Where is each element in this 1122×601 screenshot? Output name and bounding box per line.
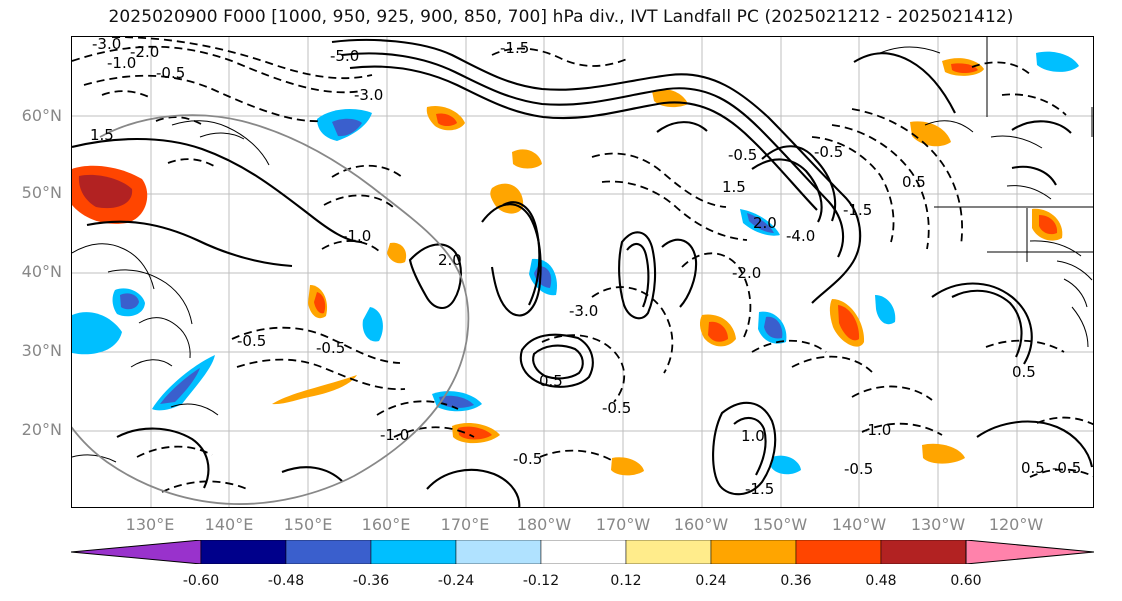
colorbar-label: 0.24 xyxy=(695,573,727,589)
lon-label-180w: 180°W xyxy=(516,515,572,534)
map-panel: -3.0 -2.0 -1.0 -0.5 -5.0 -3.0 -1.5 -0.5 … xyxy=(71,36,1094,508)
colorbar-label: -0.24 xyxy=(437,573,475,589)
contour-label: -0.5 xyxy=(237,332,266,350)
lat-label-40n: 40°N xyxy=(21,262,62,281)
contour-label: -0.5 xyxy=(728,146,757,164)
contour-label: -0.5 xyxy=(1052,459,1081,477)
lon-label-140w: 140°W xyxy=(831,515,887,534)
great-circle xyxy=(72,114,470,505)
gridlines xyxy=(72,37,1093,507)
colorbar-label: -0.36 xyxy=(352,573,390,589)
coastlines xyxy=(72,37,1093,463)
contour-label: -0.5 xyxy=(513,450,542,468)
colorbar-label: -0.12 xyxy=(522,573,560,589)
colorbar-label: 0.48 xyxy=(865,573,897,589)
contour-label: 1.5 xyxy=(722,178,746,196)
contour-labels: -3.0 -2.0 -1.0 -0.5 -5.0 -3.0 -1.5 -0.5 … xyxy=(90,37,1081,498)
contour-label: -1.0 xyxy=(107,54,136,72)
contour-label: -1.0 xyxy=(862,421,891,439)
lon-label-160e: 160°E xyxy=(361,515,411,534)
contour-label: -2.0 xyxy=(130,43,159,61)
contour-label: 0.5 xyxy=(1012,363,1036,381)
contour-label: 1.0 xyxy=(741,427,765,445)
colorbar-label: 0.12 xyxy=(610,573,642,589)
shaded-divergence-fields xyxy=(72,51,1079,476)
lat-label-30n: 30°N xyxy=(21,341,62,360)
colorbar-label: 0.36 xyxy=(780,573,812,589)
lat-label-20n: 20°N xyxy=(21,420,62,439)
contour-label: -3.0 xyxy=(569,302,598,320)
map-svg: -3.0 -2.0 -1.0 -0.5 -5.0 -3.0 -1.5 -0.5 … xyxy=(72,37,1093,507)
contour-label: -5.0 xyxy=(330,47,359,65)
lon-label-130w: 130°W xyxy=(910,515,966,534)
lon-label-150w: 150°W xyxy=(752,515,808,534)
colorbar-segment xyxy=(200,539,287,565)
colorbar-overflow xyxy=(965,539,1095,565)
contour-label: -0.5 xyxy=(156,64,185,82)
colorbar-segment xyxy=(285,539,372,565)
contour-label: -1.0 xyxy=(342,227,371,245)
contour-label: -1.5 xyxy=(745,480,774,498)
contour-label: 2.0 xyxy=(438,251,462,269)
lon-label-170e: 170°E xyxy=(440,515,490,534)
lon-label-130e: 130°E xyxy=(125,515,175,534)
colorbar-segment xyxy=(540,539,627,565)
lon-label-120w: 120°W xyxy=(988,515,1044,534)
colorbar-segment xyxy=(880,539,967,565)
lon-label-150e: 150°E xyxy=(283,515,333,534)
contour-label: -1.5 xyxy=(500,39,529,57)
contour-label: 0.5 xyxy=(902,173,926,191)
colorbar-segment xyxy=(625,539,712,565)
colorbar-label: -0.60 xyxy=(182,573,220,589)
figure-title: 2025020900 F000 [1000, 950, 925, 900, 85… xyxy=(108,7,1014,27)
colorbar-underflow xyxy=(70,539,202,565)
colorbar-segment xyxy=(370,539,457,565)
contour-label: -0.5 xyxy=(814,143,843,161)
contour-label: -0.5 xyxy=(602,399,631,417)
contour-label: -4.0 xyxy=(786,227,815,245)
colorbar-segment xyxy=(710,539,797,565)
colorbar-segment xyxy=(455,539,542,565)
contour-label: -1.0 xyxy=(380,426,409,444)
lat-label-50n: 50°N xyxy=(21,183,62,202)
lon-label-140e: 140°E xyxy=(204,515,254,534)
contour-label: -3.0 xyxy=(354,86,383,104)
contour-label: -3.0 xyxy=(92,37,121,53)
dashed-contours xyxy=(72,37,1093,493)
colorbar-segment xyxy=(795,539,882,565)
lat-label-60n: 60°N xyxy=(21,106,62,125)
contour-label: 0.5 xyxy=(539,372,563,390)
contour-label: 0.5 xyxy=(1021,459,1045,477)
contour-label: -0.5 xyxy=(844,460,873,478)
lon-label-160w: 160°W xyxy=(673,515,729,534)
jet-contour-1 xyxy=(331,38,862,304)
colorbar-label: -0.48 xyxy=(267,573,305,589)
solid-contours xyxy=(72,38,1093,507)
colorbar-label: 0.60 xyxy=(950,573,982,589)
contour-label: -2.0 xyxy=(732,264,761,282)
contour-label: -1.5 xyxy=(843,201,872,219)
contour-label: 2.0 xyxy=(753,214,777,232)
lon-label-170w: 170°W xyxy=(595,515,651,534)
contour-label: -0.5 xyxy=(316,339,345,357)
colorbar-svg xyxy=(70,539,1095,565)
colorbar xyxy=(70,539,1095,565)
contour-label: 1.5 xyxy=(90,126,114,144)
